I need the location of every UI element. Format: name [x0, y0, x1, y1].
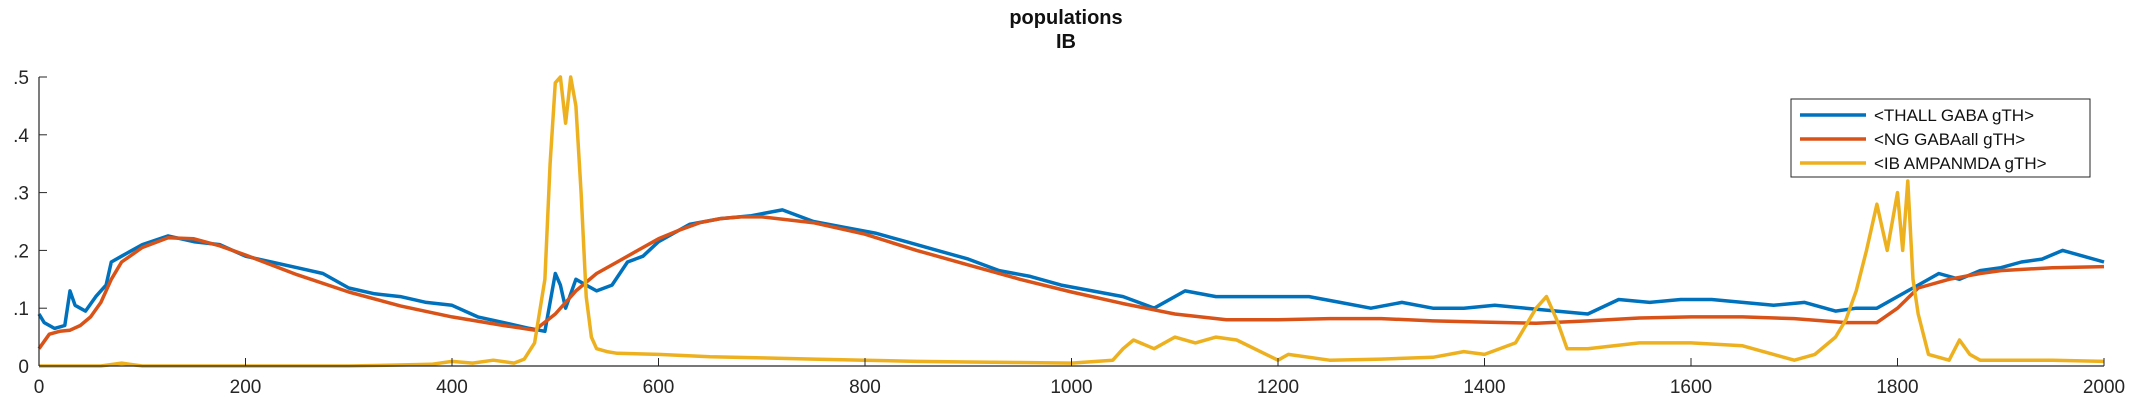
legend: <THALL GABA gTH> <NG GABAall gTH> <IB AMPA…	[1790, 98, 2091, 178]
y-tick-label: .1	[13, 299, 29, 320]
y-tick-label: .2	[13, 241, 29, 262]
legend-label-1: <THALL GABA gTH>	[1874, 106, 2034, 125]
y-tick-label: .5	[13, 68, 29, 89]
series-line-3	[39, 75, 2105, 368]
legend-label-2: <NG GABAall gTH>	[1874, 130, 2025, 149]
chart-title: populations	[1009, 7, 1122, 29]
series-layer	[37, 75, 2105, 368]
y-tick-label: 0	[18, 357, 29, 378]
x-tick-label: 600	[643, 377, 675, 398]
x-tick-label: 200	[230, 377, 262, 398]
legend-label-3: <IB AMPANMDA gTH>	[1874, 154, 2047, 173]
chart-subtitle: IB	[1056, 31, 1076, 53]
series-line-2	[37, 215, 2105, 350]
x-tick-label: 400	[436, 377, 468, 398]
x-tick-label: 1400	[1463, 377, 1505, 398]
axes-layer: 0 200 400 600 800 1000 1200 1400 1600 1800 2000 0 .1…	[13, 68, 2125, 398]
x-tick-label: 0	[34, 377, 45, 398]
y-tick-label: .4	[13, 126, 29, 147]
x-tick-label: 1200	[1257, 377, 1299, 398]
y-tick-label: .3	[13, 184, 29, 205]
x-tick-label: 2000	[2083, 377, 2125, 398]
x-tick-label: 1800	[1876, 377, 1918, 398]
x-tick-label: 1600	[1670, 377, 1712, 398]
x-tick-label: 800	[849, 377, 881, 398]
series-line-1	[37, 208, 2105, 334]
x-tick-label: 1000	[1050, 377, 1092, 398]
